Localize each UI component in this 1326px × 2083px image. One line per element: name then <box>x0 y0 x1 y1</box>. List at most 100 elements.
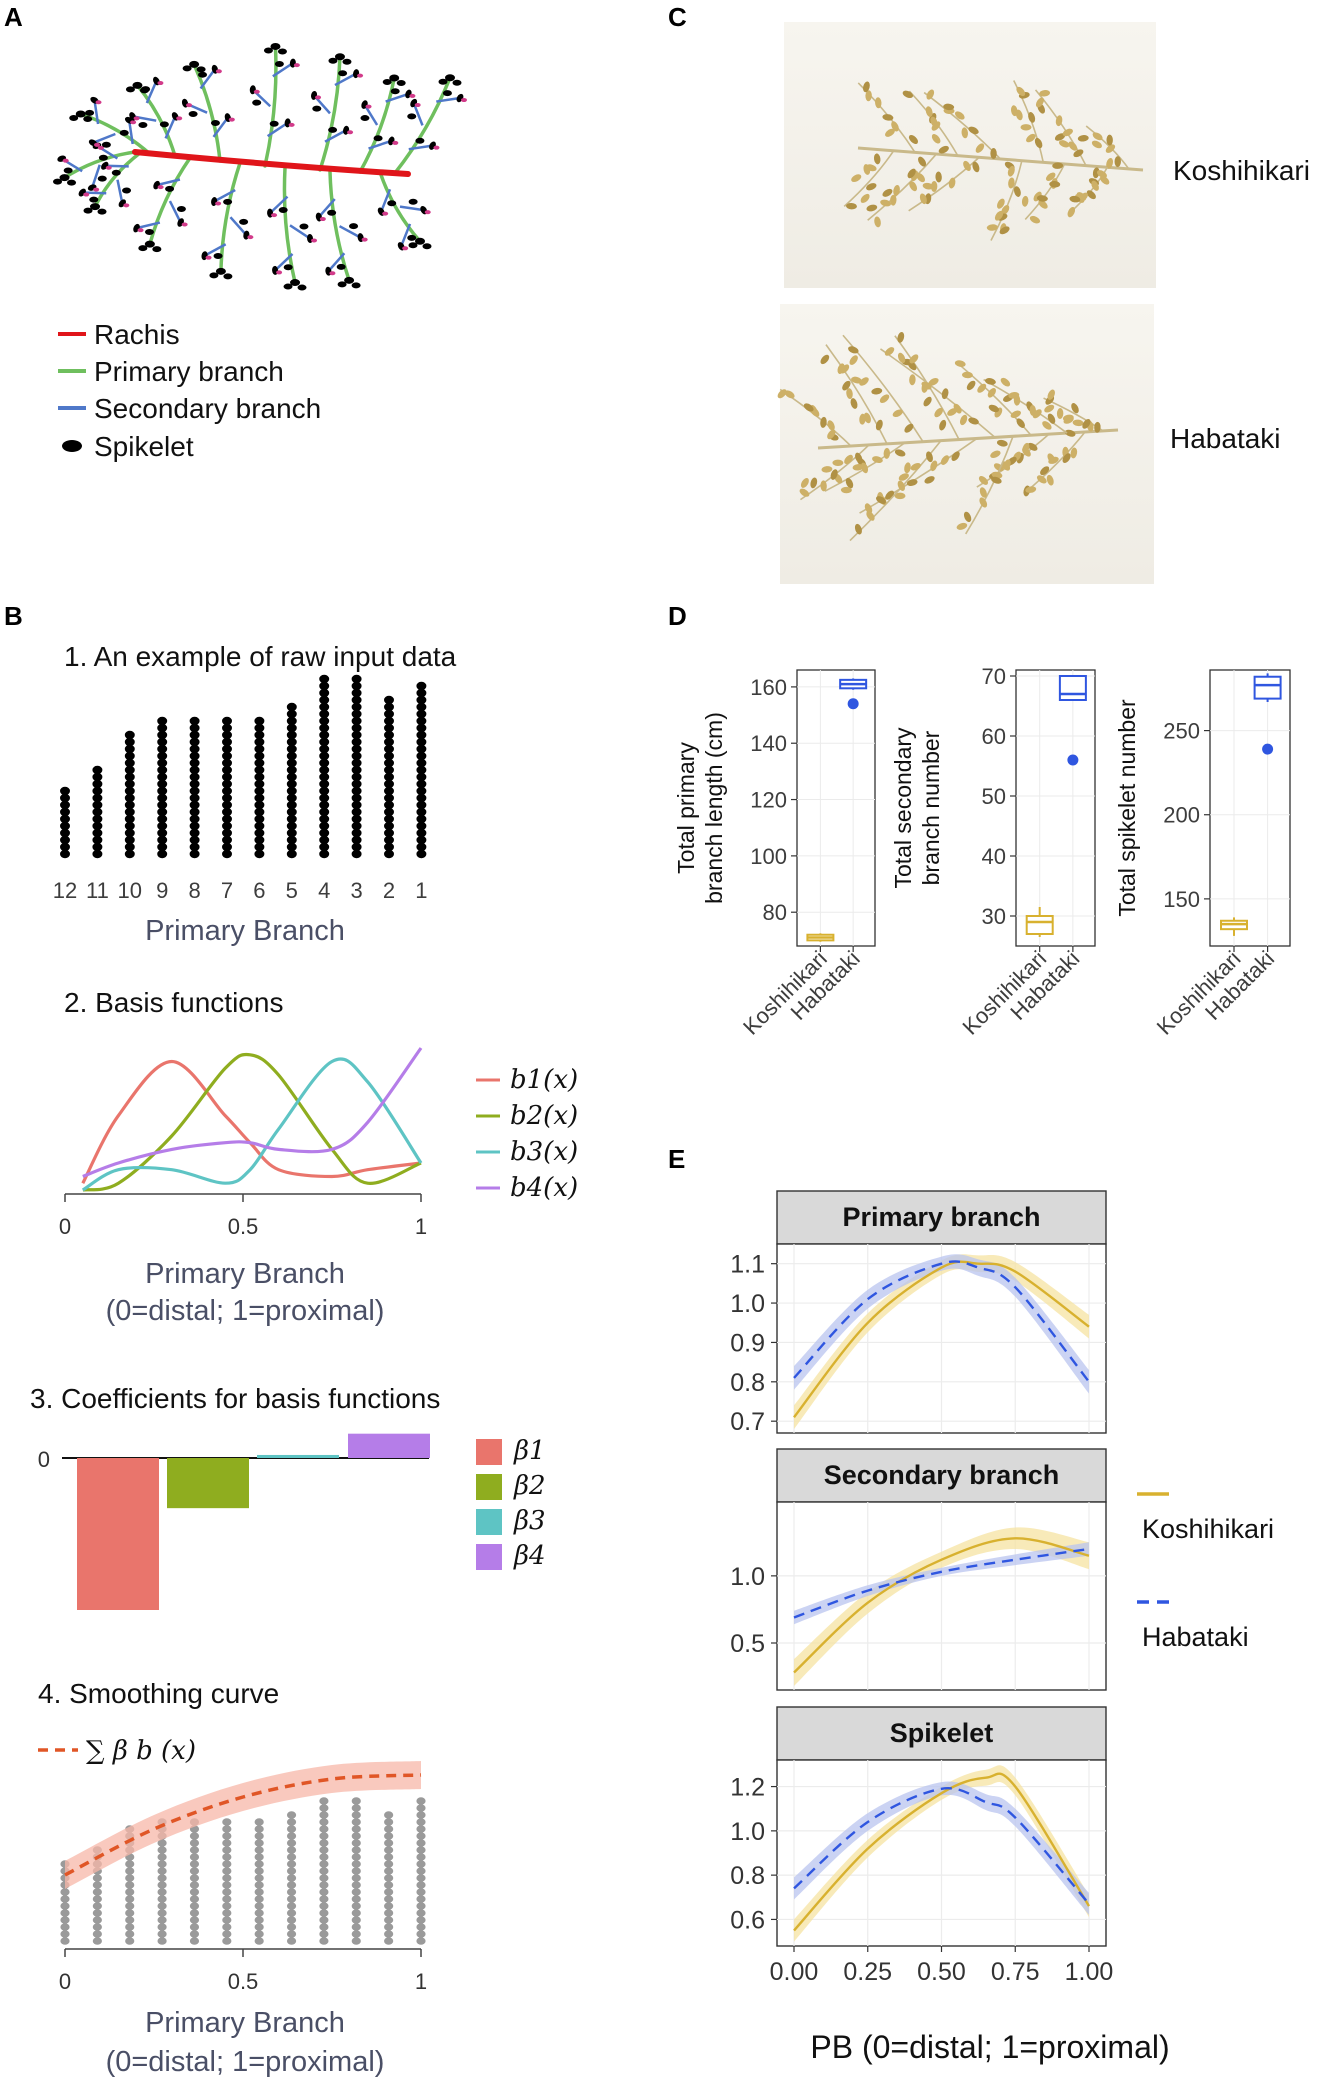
legend-label: b1(x) <box>510 1065 578 1095</box>
spikelet-dot <box>189 786 200 796</box>
plot-frame <box>1209 669 1291 947</box>
spikelet-dot <box>222 800 232 810</box>
grain <box>1072 419 1084 427</box>
spikelet-dot <box>384 744 394 754</box>
plot-frame <box>1015 669 1096 947</box>
raw-dot-column <box>222 1818 232 1945</box>
tick-label: 11 <box>86 878 109 903</box>
spikelet <box>239 218 249 225</box>
spikelet-dot <box>351 681 362 691</box>
habataki-photo <box>777 304 1154 584</box>
y-tick-label: 40 <box>982 844 1006 869</box>
curve-habataki <box>793 1547 1090 1619</box>
raw-dot <box>254 1916 264 1924</box>
grain <box>1062 453 1071 464</box>
facet-strip <box>776 1190 1107 1245</box>
y-tick-label: 70 <box>982 664 1006 689</box>
spikelet-dot <box>60 786 70 796</box>
raw-dot <box>254 1846 264 1854</box>
raw-dot <box>319 1811 329 1819</box>
panicle-branch <box>880 348 996 438</box>
spikelet-dot <box>92 835 103 845</box>
dot-column <box>60 786 70 859</box>
spikelet-dot <box>222 730 232 740</box>
raw-dot <box>351 1923 361 1931</box>
raw-dot <box>319 1923 329 1931</box>
raw-dot <box>416 1818 426 1826</box>
spikelet <box>407 113 417 120</box>
grain <box>1044 404 1055 413</box>
y-tick-label: 200 <box>1163 803 1200 828</box>
spikelet-dot <box>254 758 265 768</box>
grain <box>863 81 870 93</box>
raw-dot <box>319 1839 329 1847</box>
raw-dot <box>189 1916 200 1924</box>
dot-column <box>189 716 200 859</box>
pedicel-mark <box>215 201 222 206</box>
spikelet-dot <box>222 716 232 726</box>
raw-dot-column <box>286 1811 297 1945</box>
spikelet <box>422 243 432 250</box>
spikelet-dot <box>319 744 330 754</box>
spikelet-dot <box>189 842 200 852</box>
grain <box>854 523 862 535</box>
profile-panel-2: Secondary branch 0.5 1.0 <box>730 1448 1107 1691</box>
spikelet-dot <box>254 814 265 824</box>
pedicel-mark <box>137 228 144 233</box>
raw-dot <box>254 1874 264 1882</box>
secondary-branch <box>145 80 158 104</box>
raw-dot <box>157 1874 167 1882</box>
spikelet-dot <box>254 779 265 789</box>
raw-dot <box>189 1846 200 1854</box>
spikelet <box>290 279 301 287</box>
grain <box>1092 132 1103 141</box>
grain <box>845 477 854 489</box>
raw-dot <box>157 1839 167 1847</box>
grain <box>850 398 858 409</box>
raw-dot <box>351 1811 361 1819</box>
grain <box>930 116 938 128</box>
raw-dot <box>384 1923 394 1931</box>
raw-dot <box>222 1902 232 1910</box>
grain <box>892 409 903 418</box>
spikelet-dot <box>351 807 362 817</box>
raw-dot <box>254 1923 264 1931</box>
y-tick-label: 50 <box>982 784 1006 809</box>
raw-dot <box>416 1839 426 1847</box>
raw-dot <box>157 1909 167 1917</box>
spikelet <box>97 175 107 182</box>
tick-label: 2 <box>383 878 395 903</box>
spikelet-dot <box>286 716 297 726</box>
raw-dot <box>286 1888 297 1896</box>
y-tick-label: 30 <box>982 904 1006 929</box>
secondary-branch <box>327 252 346 273</box>
pedicel-mark <box>215 69 222 74</box>
y-tick-label: 1.0 <box>730 1290 765 1318</box>
raw-dot <box>286 1937 297 1945</box>
grain <box>844 454 853 465</box>
raw-dot <box>254 1825 264 1833</box>
band-habataki <box>794 1542 1089 1625</box>
spikelet <box>188 110 198 117</box>
grain <box>987 387 996 398</box>
y-tick-label: 0.5 <box>730 1630 765 1658</box>
raw-dot <box>351 1825 361 1833</box>
koshihikari-photo <box>784 22 1156 288</box>
spikelet-dot <box>319 849 330 859</box>
raw-dot <box>92 1881 102 1889</box>
raw-dot <box>125 1902 135 1910</box>
box-habataki <box>1058 675 1087 701</box>
outlier-point <box>1067 754 1079 766</box>
spikelet-dot <box>189 716 200 726</box>
secondary-branch <box>213 188 236 203</box>
raw-dot <box>384 1874 394 1882</box>
spikelet-dot <box>189 800 200 810</box>
raw-dot <box>60 1930 70 1938</box>
raw-dot <box>286 1895 297 1903</box>
spikelet-dot <box>416 821 427 831</box>
spikelet-dot <box>416 765 427 775</box>
spikelet <box>209 272 219 279</box>
raw-dot <box>60 1895 70 1903</box>
spikelet-dot <box>351 821 362 831</box>
spikelet-dot <box>319 730 330 740</box>
